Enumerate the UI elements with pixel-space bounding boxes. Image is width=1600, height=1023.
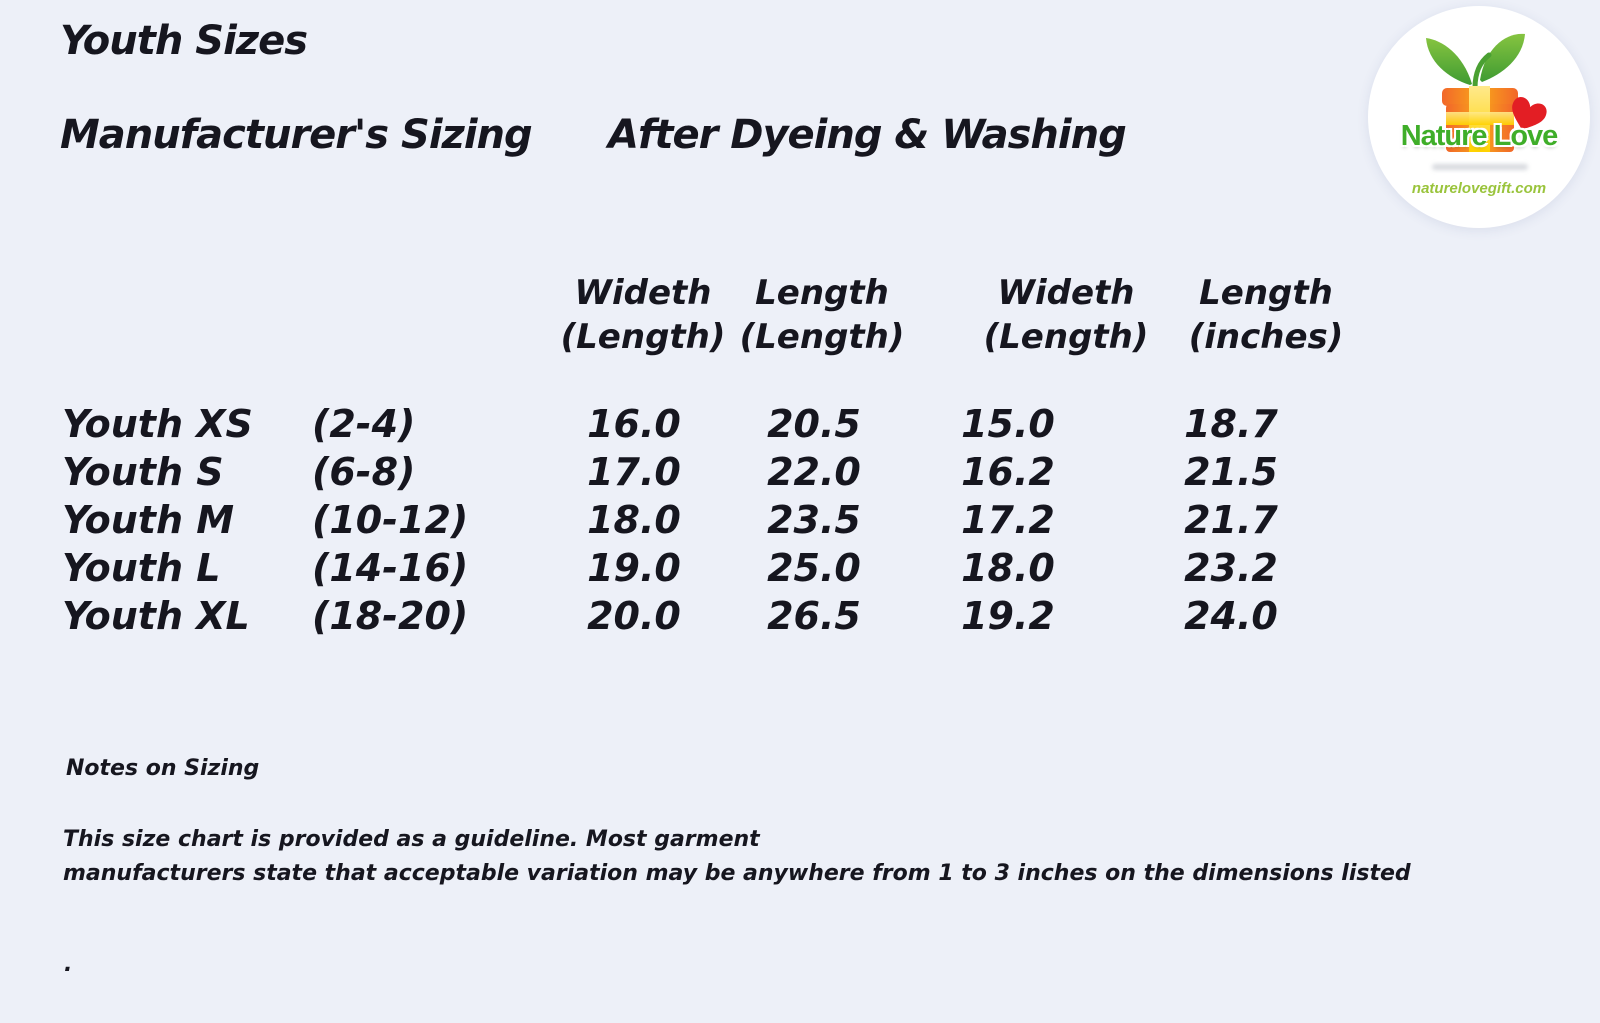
column-header: Wideth (Length) [560, 273, 726, 357]
measurement-value: 23.5 [767, 498, 861, 542]
measurement-value: 25.0 [767, 546, 861, 590]
table-row: Youth XS (2-4) 16.0 20.5 15.0 18.7 [0, 400, 1600, 448]
table-row: Youth S (6-8) 17.0 22.0 16.2 21.5 [0, 448, 1600, 496]
measurement-value: 22.0 [767, 450, 861, 494]
notes-body-line-1: This size chart is provided as a guideli… [63, 827, 760, 852]
leaf-stem [1472, 52, 1492, 91]
measurement-value: 18.0 [587, 498, 681, 542]
age-range: (6-8) [312, 450, 416, 494]
gift-ribbon-horizontal [1446, 112, 1514, 125]
nature-love-logo: Nature Love naturelovegift.com [1368, 6, 1590, 228]
age-range: (10-12) [312, 498, 469, 542]
measurement-value: 20.0 [587, 594, 681, 638]
logo-reflection [1432, 164, 1528, 170]
column-header: Wideth (Length) [983, 273, 1149, 357]
age-range: (18-20) [312, 594, 469, 638]
measurement-value: 17.0 [587, 450, 681, 494]
notes-body-line-2: manufacturers state that acceptable vari… [63, 861, 1411, 886]
measurement-value: 21.5 [1184, 450, 1278, 494]
size-label: Youth XS [62, 402, 253, 446]
table-row: Youth XL (18-20) 20.0 26.5 19.2 24.0 [0, 592, 1600, 640]
size-label: Youth L [62, 546, 221, 590]
logo-brand-text: Nature Love [1400, 120, 1559, 152]
table-row: Youth M (10-12) 18.0 23.5 17.2 21.7 [0, 496, 1600, 544]
measurement-value: 20.5 [767, 402, 861, 446]
column-header: Length (inches) [1188, 273, 1344, 357]
leaf-right [1480, 33, 1525, 82]
gift-box-icon [1426, 33, 1547, 152]
leaf-left [1426, 38, 1472, 85]
page-title: Youth Sizes [60, 18, 308, 64]
size-label: Youth S [62, 450, 224, 494]
footer-period-mark: . [64, 952, 73, 977]
measurement-value: 17.2 [961, 498, 1055, 542]
age-range: (14-16) [312, 546, 469, 590]
heart-icon [1512, 97, 1547, 130]
measurement-value: 15.0 [961, 402, 1055, 446]
measurement-value: 19.2 [961, 594, 1055, 638]
measurement-value: 16.2 [961, 450, 1055, 494]
measurement-value: 21.7 [1184, 498, 1278, 542]
size-table-rows: Youth XS (2-4) 16.0 20.5 15.0 18.7 Youth S (6-8… [0, 400, 1600, 640]
age-range: (2-4) [312, 402, 416, 446]
column-header: Length (Length) [739, 273, 905, 357]
measurement-value: 18.7 [1184, 402, 1278, 446]
measurement-value: 18.0 [961, 546, 1055, 590]
column-group-after-dyeing-washing: After Dyeing & Washing [608, 112, 1127, 158]
measurement-value: 16.0 [587, 402, 681, 446]
size-label: Youth XL [62, 594, 250, 638]
measurement-value: 26.5 [767, 594, 861, 638]
measurement-value: 24.0 [1184, 594, 1278, 638]
table-row: Youth L (14-16) 19.0 25.0 18.0 23.2 [0, 544, 1600, 592]
measurement-value: 19.0 [587, 546, 681, 590]
notes-body: This size chart is provided as a guideli… [63, 823, 1411, 891]
column-group-manufacturers-sizing: Manufacturer's Sizing [60, 112, 533, 158]
logo-website-text: naturelovegift.com [1411, 180, 1547, 197]
size-label: Youth M [62, 498, 235, 542]
notes-heading: Notes on Sizing [66, 756, 260, 781]
measurement-value: 23.2 [1184, 546, 1278, 590]
